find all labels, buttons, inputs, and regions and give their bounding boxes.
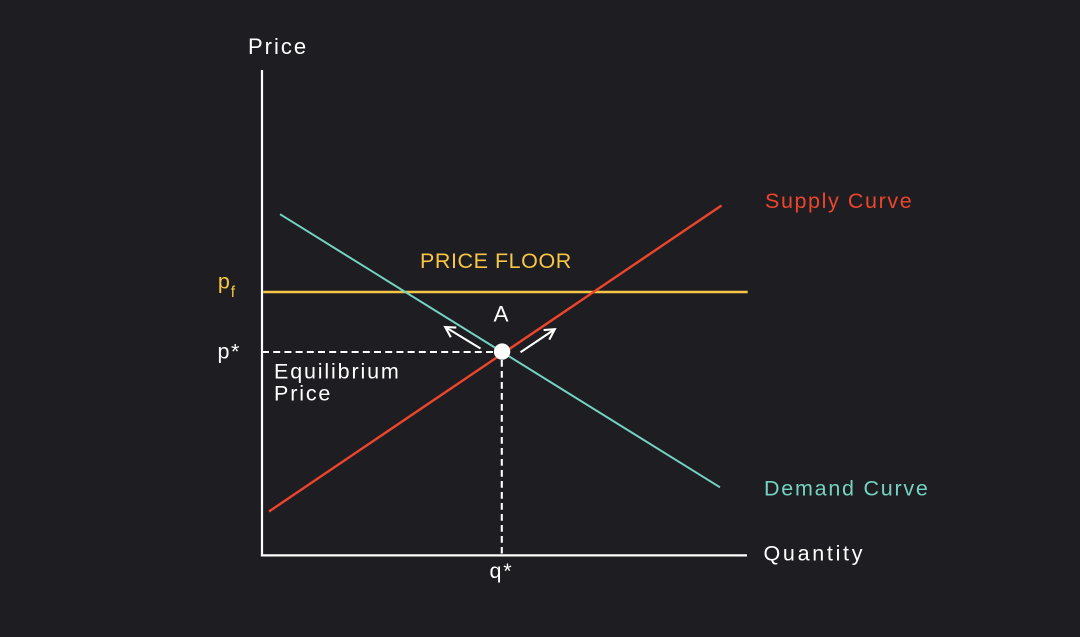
svg-text:Quantity: Quantity — [764, 542, 866, 566]
svg-text:q*: q* — [490, 559, 514, 583]
svg-text:Demand Curve: Demand Curve — [764, 477, 930, 501]
svg-text:p: p — [218, 270, 230, 294]
svg-text:Equilibrium: Equilibrium — [274, 359, 401, 383]
svg-text:f: f — [231, 284, 236, 301]
svg-text:PRICE FLOOR: PRICE FLOOR — [420, 249, 572, 273]
svg-text:Price: Price — [248, 34, 308, 59]
svg-text:A: A — [493, 302, 508, 327]
svg-text:p*: p* — [218, 340, 241, 364]
svg-text:Price: Price — [274, 381, 332, 405]
svg-text:Supply Curve: Supply Curve — [765, 189, 913, 213]
